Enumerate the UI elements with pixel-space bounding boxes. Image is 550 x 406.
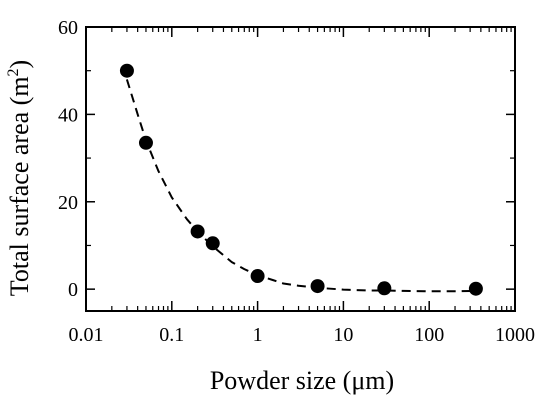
data-point: [250, 269, 265, 284]
data-point: [205, 236, 220, 251]
y-axis-title-superscript: 2: [5, 68, 22, 76]
y-tick-label: 40: [58, 104, 78, 126]
data-point: [377, 281, 392, 296]
axis-layer: 0 20 40 60 0.01 0.1 1 10 100 1000: [58, 17, 535, 346]
data-point: [138, 135, 153, 150]
y-tick-label: 60: [58, 17, 78, 39]
data-point: [190, 224, 205, 239]
y-axis-title: Total surface area (m2): [5, 60, 34, 296]
x-tick-label: 100: [414, 324, 444, 346]
data-point: [468, 281, 483, 296]
x-tick-label: 0.1: [159, 324, 184, 346]
plot-frame: [85, 26, 516, 312]
x-axis-title: Powder size (μm): [210, 366, 394, 395]
x-tick-label: 1000: [495, 324, 535, 346]
y-axis-title-main: Total surface area (m: [5, 76, 34, 296]
data-point: [310, 279, 325, 294]
plot-layer: [119, 63, 483, 296]
y-tick-label: 20: [58, 192, 78, 214]
x-tick-label: 1: [253, 324, 263, 346]
y-axis-title-close: ): [5, 60, 34, 69]
fit-curve: [125, 79, 476, 293]
y-tick-label: 0: [68, 279, 78, 301]
x-tick-label: 0.01: [69, 324, 104, 346]
x-tick-label: 10: [333, 324, 353, 346]
data-point: [119, 63, 134, 78]
